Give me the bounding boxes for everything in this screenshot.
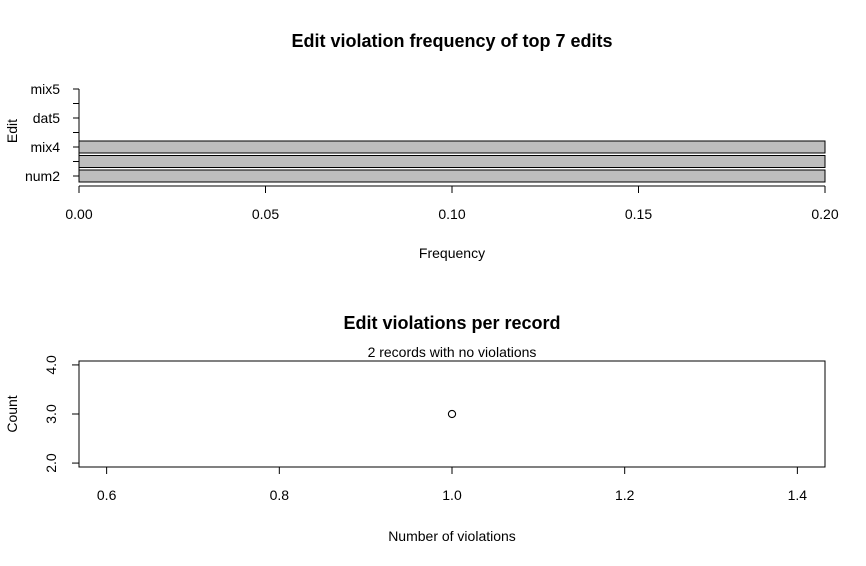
scatter-x-tick-label: 0.6 bbox=[97, 487, 117, 503]
bar-chart: Edit violation frequency of top 7 edits … bbox=[4, 31, 839, 261]
bar-y-tick-label: mix5 bbox=[30, 81, 60, 97]
bar-chart-x-axis: 0.00 0.05 0.10 0.15 0.20 bbox=[65, 185, 839, 222]
scatter-y-tick-label: 3.0 bbox=[43, 404, 59, 424]
bar-chart-bars bbox=[78, 140, 826, 183]
bar-chart-title: Edit violation frequency of top 7 edits bbox=[291, 31, 612, 51]
bar-y-tick-label: num2 bbox=[25, 168, 60, 184]
bar-x-tick-label: 0.15 bbox=[625, 206, 652, 222]
bar-y-tick-label: mix4 bbox=[30, 139, 60, 155]
bar-x-tick-label: 0.00 bbox=[65, 206, 92, 222]
scatter-chart-x-label: Number of violations bbox=[388, 528, 516, 544]
scatter-x-tick-label: 0.8 bbox=[270, 487, 290, 503]
scatter-chart-title: Edit violations per record bbox=[343, 313, 560, 333]
scatter-x-tick-label: 1.4 bbox=[788, 487, 808, 503]
bar bbox=[78, 140, 826, 154]
bar-chart-y-axis: num2 mix4 dat5 mix5 bbox=[25, 81, 80, 184]
scatter-x-tick-label: 1.0 bbox=[442, 487, 462, 503]
scatter-x-tick-label: 1.2 bbox=[615, 487, 635, 503]
bar-x-tick-label: 0.05 bbox=[252, 206, 279, 222]
scatter-chart-y-label: Count bbox=[4, 395, 20, 432]
bar bbox=[78, 155, 826, 168]
scatter-plot-box bbox=[78, 360, 826, 468]
scatter-chart-subtitle: 2 records with no violations bbox=[368, 344, 537, 360]
scatter-chart: Edit violations per record 2 records wit… bbox=[4, 313, 826, 544]
bar bbox=[78, 169, 826, 183]
scatter-chart-y-axis: 2.0 3.0 4.0 bbox=[43, 355, 80, 473]
bar-y-tick-label: dat5 bbox=[33, 110, 60, 126]
scatter-y-tick-label: 2.0 bbox=[43, 453, 59, 473]
bar-chart-y-label: Edit bbox=[4, 119, 20, 143]
scatter-chart-points bbox=[447, 409, 457, 419]
scatter-chart-x-axis: 0.6 0.8 1.0 1.2 1.4 bbox=[97, 466, 808, 503]
scatter-y-tick-label: 4.0 bbox=[43, 355, 59, 375]
scatter-point bbox=[447, 409, 457, 419]
bar-x-tick-label: 0.10 bbox=[438, 206, 465, 222]
bar-chart-x-label: Frequency bbox=[419, 245, 485, 261]
bar-x-tick-label: 0.20 bbox=[811, 206, 838, 222]
